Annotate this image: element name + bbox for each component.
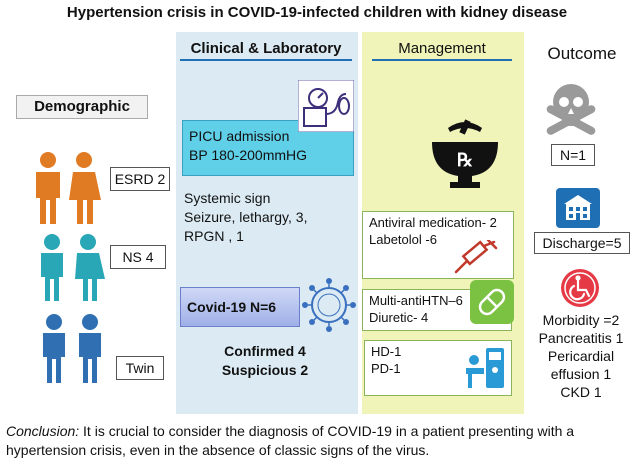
bp-text: BP 180-200mmHG: [189, 147, 308, 163]
pancreatitis-text: Pancreatitis 1: [538, 330, 624, 346]
hd-text: HD-1: [371, 344, 402, 359]
pericardial-text-2: effusion 1: [550, 366, 612, 382]
labetolol-text: Labetolol -6: [369, 232, 437, 247]
clinical-header: Clinical & Laboratory: [180, 40, 352, 61]
svg-text:℞: ℞: [457, 150, 473, 170]
discharge-count: Discharge=5: [534, 232, 630, 254]
picu-admission-text: PICU admission: [189, 128, 290, 144]
antiviral-box: Antiviral medication- 2 Labetolol -6: [362, 211, 514, 279]
hospital-icon: [556, 188, 600, 228]
outcome-header: Outcome: [547, 44, 617, 63]
blood-pressure-monitor-icon: [298, 80, 354, 132]
skull-crossbones-icon: [546, 84, 596, 135]
confirmed-text: Confirmed 4: [224, 343, 306, 359]
confirmed-block: Confirmed 4 Suspicious 2: [200, 342, 330, 380]
diuretic-text: Diuretic- 4: [369, 310, 429, 325]
ckd-text: CKD 1: [560, 384, 602, 400]
twin-label: Twin: [116, 356, 164, 380]
death-count: N=1: [551, 144, 595, 166]
management-header: Management: [372, 40, 512, 61]
dialysis-machine-icon: [466, 348, 504, 388]
morbidity-block: Morbidity =2 Pancreatitis 1 Pericardial …: [528, 311, 634, 401]
twin-children-icon: [43, 314, 101, 383]
rpgn-text: RPGN , 1: [184, 228, 244, 244]
prescription-mortar-icon: ℞: [432, 119, 498, 188]
conclusion: Conclusion: It is crucial to consider th…: [6, 422, 630, 460]
conclusion-text-2: hypertension crisis, even in the absence…: [6, 442, 430, 458]
pill-icon: [470, 280, 514, 324]
ns-label: NS 4: [110, 245, 166, 269]
covid-box: Covid-19 N=6: [180, 287, 300, 327]
diagram-title: Hypertension crisis in COVID-19-infected…: [66, 4, 568, 21]
systemic-title: Systemic sign: [184, 190, 271, 206]
pd-text: PD-1: [371, 361, 401, 376]
children-teal-icon: [41, 234, 105, 301]
wheelchair-icon: [561, 269, 599, 307]
conclusion-label: Conclusion:: [6, 423, 80, 439]
syringe-icon: [454, 240, 498, 274]
virus-icon: [302, 278, 356, 332]
conclusion-text-1: It is crucial to consider the diagnosis …: [79, 423, 575, 439]
suspicious-text: Suspicious 2: [221, 362, 309, 378]
children-orange-icon: [36, 152, 101, 224]
multi-antihtn-text: Multi-antiHTN–6: [369, 293, 463, 308]
seizure-text: Seizure, lethargy, 3,: [184, 209, 308, 225]
picu-box: PICU admission BP 180-200mmHG: [182, 120, 354, 176]
esrd-label: ESRD 2: [110, 167, 170, 191]
demographic-label: Demographic: [16, 95, 148, 119]
pericardial-text-1: Pericardial: [547, 348, 615, 364]
morbidity-text: Morbidity =2: [542, 312, 620, 328]
antiviral-text: Antiviral medication- 2: [369, 215, 497, 230]
systemic-sign-block: Systemic sign Seizure, lethargy, 3, RPGN…: [184, 189, 354, 246]
